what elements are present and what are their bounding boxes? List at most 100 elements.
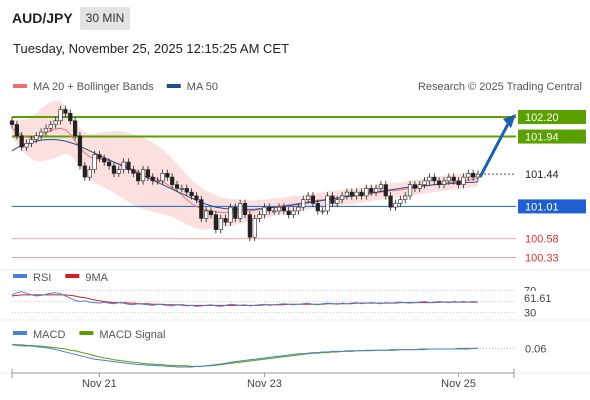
candle-body	[48, 124, 53, 129]
candle-body	[291, 210, 296, 215]
pivot-label: 101.01	[525, 201, 559, 213]
candle-body	[257, 214, 262, 219]
candle-body	[155, 180, 160, 183]
candle-body	[330, 195, 335, 204]
candle-body	[165, 173, 170, 178]
candle-body	[339, 195, 345, 200]
candle-body	[364, 188, 369, 197]
rsi-legend-label-1: 9MA	[85, 272, 108, 284]
candle-body	[456, 180, 461, 185]
rsi-level-30-label: 30	[524, 308, 536, 320]
candle-body	[223, 218, 228, 223]
rsi-value-label: 61.61	[524, 293, 552, 305]
candle-body	[466, 173, 471, 178]
candle-body	[179, 188, 184, 190]
candle-body	[213, 214, 218, 230]
candle-body	[310, 195, 316, 204]
last-price-box	[518, 167, 586, 182]
candle-body	[335, 199, 340, 204]
candle-body	[233, 206, 238, 219]
pivot-label-box	[518, 199, 586, 214]
candle-body	[14, 124, 19, 137]
candle-body	[281, 206, 286, 212]
candle-body	[63, 109, 68, 114]
x-tick-label-2: Nov 25	[441, 378, 476, 390]
candle-body	[272, 210, 277, 213]
candle-body	[77, 135, 83, 167]
candle-body	[242, 203, 248, 215]
legend-label-1: MA 50	[187, 81, 218, 93]
timeframe-badge[interactable]: 30 MIN	[80, 7, 130, 30]
resistance-label-2: 101.94	[525, 132, 559, 144]
candle-body	[102, 158, 107, 163]
candle-body	[378, 184, 384, 189]
resistance-label-1: 102.20	[525, 112, 559, 124]
chart-header: AUD/JPY 30 MIN Tuesday, November 25, 202…	[0, 0, 590, 70]
candle-body	[204, 210, 209, 219]
candle-body	[82, 165, 87, 178]
macd-signal-line	[11, 343, 478, 367]
datetime-label: Tuesday, November 25, 2025 12:15:25 AM C…	[13, 41, 290, 56]
candle-body	[437, 180, 442, 185]
macd-legend-swatch-0	[13, 331, 27, 335]
rsi-legend-swatch-1	[65, 274, 80, 278]
candle-body	[369, 188, 374, 193]
candle-body	[398, 199, 403, 204]
candle-body	[238, 203, 243, 219]
macd-line	[11, 344, 478, 368]
candle-body	[34, 135, 39, 140]
rsi-legend-swatch-0	[13, 274, 27, 278]
candle-body	[111, 165, 117, 174]
candle-body	[150, 176, 155, 182]
candle-body	[53, 120, 58, 125]
candle-body	[407, 184, 413, 197]
candle-body	[461, 176, 466, 185]
candle-body	[383, 184, 388, 197]
candle-body	[344, 191, 350, 197]
support-label-2: 100.33	[525, 252, 559, 264]
candle-body	[116, 169, 121, 174]
candle-body	[184, 188, 189, 193]
resistance-label-box-2	[518, 129, 586, 144]
candle-body	[92, 154, 97, 170]
legend-swatch-1	[166, 84, 181, 88]
candle-body	[126, 161, 131, 170]
candle-body	[131, 169, 136, 174]
candle-body	[441, 180, 447, 185]
candle-body	[73, 120, 78, 137]
symbol-title: AUD/JPY	[12, 10, 73, 26]
candle-body	[349, 191, 354, 197]
candle-body	[97, 154, 102, 159]
candle-body	[9, 120, 15, 125]
rsi-value-box	[518, 291, 584, 304]
x-tick-label-0: Nov 21	[82, 378, 117, 390]
candle-body	[359, 191, 364, 197]
candle-body	[451, 176, 456, 182]
candle-body	[19, 135, 24, 148]
candle-body	[247, 214, 252, 238]
x-tick-label-1: Nov 23	[247, 378, 282, 390]
forecast-arrow	[478, 123, 510, 178]
last-price-label: 101.44	[525, 169, 559, 181]
candle-body	[106, 161, 112, 167]
macd-value-label: 0.06	[525, 343, 546, 355]
candle-body	[121, 161, 126, 170]
candle-body	[315, 203, 320, 212]
candle-body	[160, 173, 165, 182]
candle-body	[267, 206, 272, 212]
rsi-legend-label-0: RSI	[33, 272, 51, 284]
candle-body	[417, 184, 422, 189]
candle-body	[208, 210, 214, 215]
candle-body	[228, 206, 233, 223]
support-label-1: 100.58	[525, 234, 559, 246]
forecast-arrow-head	[503, 114, 516, 129]
macd-legend-swatch-1	[79, 331, 94, 335]
candles	[9, 105, 481, 241]
candle-body	[403, 195, 408, 200]
candle-body	[354, 191, 359, 197]
candle-body	[471, 173, 476, 178]
candle-body	[373, 188, 379, 193]
candle-body	[427, 176, 432, 182]
candle-body	[145, 169, 151, 178]
